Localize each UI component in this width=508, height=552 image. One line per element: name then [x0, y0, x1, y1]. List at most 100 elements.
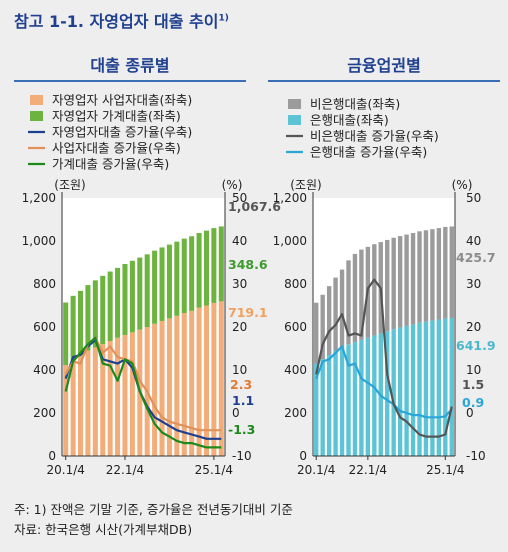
- bar-1-s0-20: [443, 318, 448, 456]
- right-tick-label-0: 40: [232, 234, 247, 248]
- bar-1-s0-9: [372, 335, 377, 456]
- left-tick-label-1: 0: [299, 449, 307, 463]
- charts-svg: 02004006008001,0001,200-1001020304050(조원…: [22, 93, 496, 478]
- bar-0-s1-13: [159, 247, 165, 321]
- bar-1-s0-19: [436, 319, 442, 456]
- bar-0-s1-0: [63, 302, 69, 366]
- bar-0-s1-11: [144, 254, 150, 327]
- bar-1-s0-6: [352, 342, 358, 456]
- bar-1-s0-0: [314, 363, 319, 456]
- bar-1-s1-6: [352, 253, 358, 343]
- bar-1-s0-5: [346, 344, 351, 456]
- bar-0-s0-7: [115, 337, 121, 456]
- left-tick-label-0: 400: [33, 363, 56, 377]
- series-line-0-2: [64, 336, 222, 449]
- legend-label-1-2: 비은행대출 증가율(우축): [310, 129, 439, 144]
- bar-1-s1-15: [410, 233, 416, 325]
- value-annotation-0-3: 2.3: [230, 377, 252, 392]
- bar-0-s0-9: [129, 332, 135, 456]
- bar-1-s1-4: [339, 269, 345, 348]
- bar-1-s1-2: [326, 286, 332, 355]
- bar-1-s1-3: [333, 277, 338, 351]
- left-tick-label-0: 0: [48, 449, 56, 463]
- bar-0-s1-12: [152, 250, 158, 324]
- right-tick-label-0: -10: [232, 449, 252, 463]
- bar-1-s1-14: [404, 234, 409, 326]
- bar-1-s0-7: [359, 339, 364, 456]
- bar-0-s1-10: [137, 257, 143, 330]
- right-tick-label-0: 50: [232, 191, 247, 205]
- bar-0-s1-16: [181, 238, 187, 314]
- value-annotation-1-1: 641.9: [456, 338, 496, 353]
- bar-1-s0-11: [385, 331, 390, 456]
- bar-0-s1-5: [100, 275, 106, 345]
- x-tick-label-0: 22.1/4: [106, 463, 144, 477]
- bar-1-s1-17: [423, 230, 429, 322]
- bar-1-s1-7: [359, 249, 364, 340]
- left-tick-label-0: 1,200: [22, 191, 56, 205]
- subtitle-underline-left: [14, 80, 246, 82]
- bar-0-s0-18: [196, 307, 202, 456]
- subtitle-sector: 금융업권별: [347, 56, 421, 75]
- series-line-1-1: [315, 278, 453, 438]
- left-unit-label-1: (조원): [290, 178, 321, 192]
- left-unit-label-0: (조원): [54, 178, 85, 192]
- bar-0-s0-21: [218, 301, 224, 456]
- bar-1-s1-12: [391, 237, 396, 330]
- value-annotation-0-0: 1,067.6: [228, 199, 281, 214]
- subtitle-loan-type: 대출 종류별: [90, 56, 170, 75]
- x-tick-label-1: 22.1/4: [349, 463, 387, 477]
- x-tick-label-0: 20.1/4: [47, 463, 85, 477]
- bar-1-s1-18: [430, 229, 435, 321]
- bar-0-s1-21: [218, 226, 224, 302]
- footnote: 주: 1) 잔액은 기말 기준, 증가율은 전년동기대비 기준: [14, 502, 293, 517]
- value-annotation-1-2: 1.5: [462, 377, 484, 392]
- bar-0-s0-15: [174, 315, 180, 456]
- legend-label-0-4: 가계대출 증가율(우축): [52, 157, 169, 172]
- left-tick-label-1: 800: [284, 277, 307, 291]
- legend-label-1-3: 은행대출 증가율(우축): [310, 145, 427, 160]
- right-tick-label-0: 30: [232, 277, 247, 291]
- bar-1-s0-15: [410, 324, 416, 456]
- bar-0-s0-1: [70, 359, 76, 456]
- right-tick-label-0: 20: [232, 320, 247, 334]
- bar-0-s1-14: [166, 244, 172, 319]
- source-note: 자료: 한국은행 시산(가계부채DB): [14, 522, 193, 537]
- legend-swatch-0-1: [30, 111, 43, 121]
- right-unit-label-1: (%): [452, 178, 473, 192]
- value-annotation-1-3: 0.9: [462, 395, 484, 410]
- bar-1-s0-4: [339, 347, 345, 456]
- bar-1-s0-17: [423, 321, 429, 456]
- bar-0-s0-17: [189, 310, 195, 456]
- bar-1-s0-14: [404, 325, 409, 456]
- bar-1-s1-13: [397, 236, 403, 328]
- left-tick-label-1: 400: [284, 363, 307, 377]
- bar-1-s0-2: [326, 354, 332, 456]
- bar-1-s0-12: [391, 329, 396, 456]
- bar-0-s1-4: [92, 280, 98, 348]
- value-annotation-0-4: 1.1: [232, 393, 254, 408]
- right-tick-label-1: -10: [466, 449, 486, 463]
- bar-0-s1-1: [70, 295, 76, 360]
- bar-0-s0-20: [211, 302, 217, 456]
- bar-0-s1-8: [122, 264, 128, 335]
- bar-1-s0-3: [333, 350, 338, 456]
- bar-0-s0-16: [181, 313, 187, 456]
- right-tick-label-1: 10: [466, 363, 481, 377]
- bar-1-s1-0: [314, 302, 319, 364]
- bar-0-s1-18: [196, 233, 202, 308]
- bar-0-s1-17: [189, 236, 195, 311]
- page-title: 참고 1-1. 자영업자 대출 추이1): [14, 12, 229, 31]
- right-tick-label-1: 30: [466, 277, 481, 291]
- left-tick-label-0: 1,000: [22, 234, 56, 248]
- left-tick-label-1: 1,000: [273, 234, 307, 248]
- bar-1-s1-16: [417, 231, 422, 323]
- legend-swatch-1-0: [288, 99, 301, 109]
- bar-0-s0-19: [203, 305, 209, 456]
- bar-1-s0-13: [397, 327, 403, 456]
- right-tick-label-1: 0: [466, 406, 474, 420]
- right-tick-label-1: 50: [466, 191, 481, 205]
- legend-swatch-0-0: [30, 95, 43, 105]
- bar-1-s1-21: [449, 226, 454, 318]
- x-tick-label-0: 25.1/4: [195, 463, 233, 477]
